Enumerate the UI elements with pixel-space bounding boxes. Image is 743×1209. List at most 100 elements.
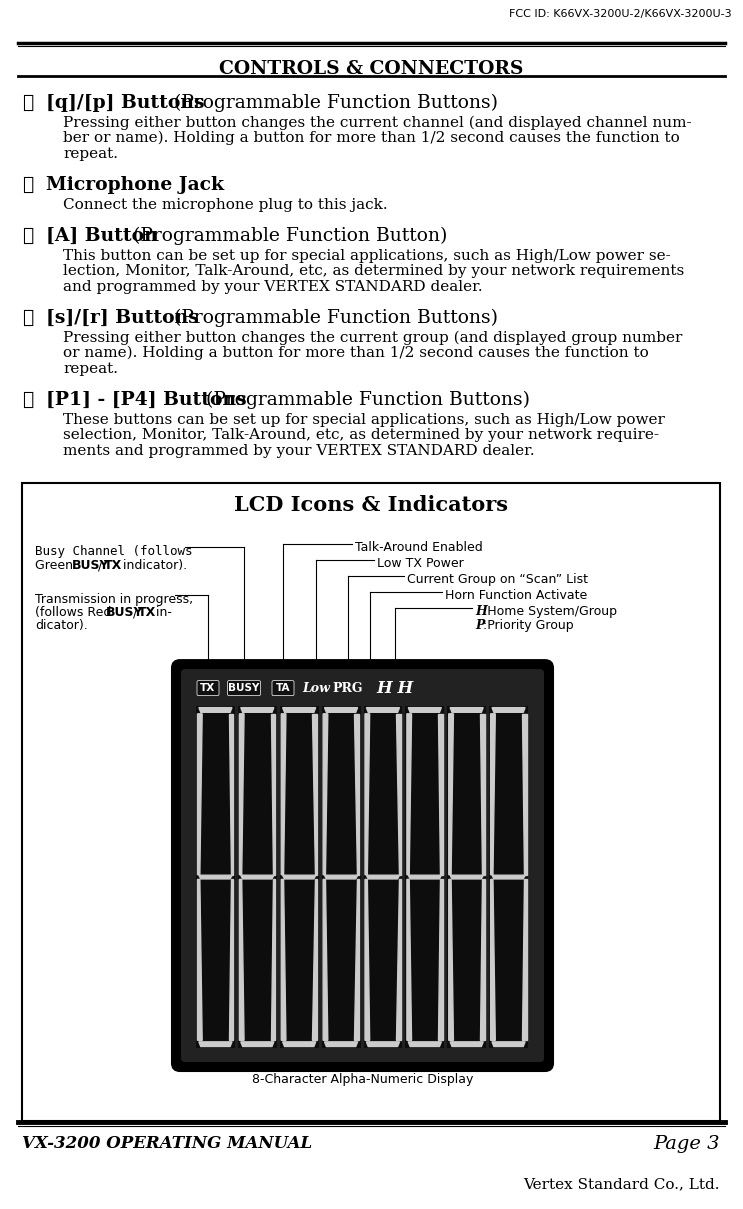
Text: and programmed by your VERTEX STANDARD dealer.: and programmed by your VERTEX STANDARD d… [63, 279, 483, 294]
Polygon shape [450, 1042, 483, 1047]
Text: Current Group on “Scan” List: Current Group on “Scan” List [407, 573, 588, 586]
Text: in-: in- [152, 606, 172, 619]
Text: [P1] - [P4] Buttons: [P1] - [P4] Buttons [46, 391, 247, 409]
Polygon shape [408, 1042, 441, 1047]
Text: LCD Icons & Indicators: LCD Icons & Indicators [234, 496, 508, 515]
Polygon shape [450, 875, 483, 879]
Text: These buttons can be set up for special applications, such as High/Low power: These buttons can be set up for special … [63, 412, 665, 427]
FancyBboxPatch shape [227, 681, 261, 695]
Polygon shape [449, 879, 453, 1040]
Text: Microphone Jack: Microphone Jack [46, 177, 224, 193]
Polygon shape [241, 707, 274, 712]
Text: TX: TX [138, 606, 156, 619]
Polygon shape [480, 713, 484, 875]
Polygon shape [239, 879, 244, 1040]
Polygon shape [396, 879, 401, 1040]
Polygon shape [323, 713, 328, 875]
Text: ⑧: ⑧ [22, 310, 33, 328]
Text: Connect the microphone plug to this jack.: Connect the microphone plug to this jack… [63, 197, 388, 212]
Text: H H: H H [377, 679, 414, 696]
Text: :Home System/Group: :Home System/Group [483, 606, 617, 618]
Polygon shape [438, 713, 443, 875]
Text: indicator).: indicator). [119, 559, 187, 572]
Text: ⑥: ⑥ [22, 177, 33, 193]
Text: /: / [98, 559, 103, 572]
Polygon shape [282, 1042, 316, 1047]
Bar [22, 484, 720, 1121]
Polygon shape [492, 1042, 525, 1047]
Polygon shape [490, 879, 496, 1040]
Text: Page 3: Page 3 [654, 1135, 720, 1153]
Polygon shape [408, 875, 441, 879]
Text: Green: Green [35, 559, 77, 572]
Text: (Programmable Function Buttons): (Programmable Function Buttons) [167, 310, 498, 328]
Polygon shape [354, 713, 359, 875]
Text: TX: TX [104, 559, 123, 572]
Bar [406, 706, 444, 1048]
Polygon shape [282, 875, 316, 879]
Polygon shape [325, 1042, 357, 1047]
Polygon shape [325, 707, 357, 712]
Polygon shape [229, 713, 233, 875]
Text: (follows Red: (follows Red [35, 606, 115, 619]
Text: (Programmable Function Buttons): (Programmable Function Buttons) [200, 391, 530, 410]
Bar [238, 706, 276, 1048]
Bar [447, 706, 486, 1048]
Bar [363, 706, 403, 1048]
Text: BUSY: BUSY [228, 683, 260, 693]
Text: ber or name). Holding a button for more than 1/2 second causes the function to: ber or name). Holding a button for more … [63, 131, 680, 145]
Text: :Priority Group: :Priority Group [483, 619, 574, 632]
Polygon shape [408, 707, 441, 712]
Text: CONTROLS & CONNECTORS: CONTROLS & CONNECTORS [218, 60, 523, 79]
Text: ⑦: ⑦ [22, 227, 33, 245]
Polygon shape [522, 879, 527, 1040]
Polygon shape [198, 879, 202, 1040]
Text: Pressing either button changes the current group (and displayed group number: Pressing either button changes the curre… [63, 330, 682, 345]
Text: selection, Monitor, Talk-Around, etc, as determined by your network require-: selection, Monitor, Talk-Around, etc, as… [63, 428, 659, 442]
Polygon shape [323, 879, 328, 1040]
Text: Pressing either button changes the current channel (and displayed channel num-: Pressing either button changes the curre… [63, 116, 692, 129]
Polygon shape [199, 707, 232, 712]
Text: TA: TA [276, 683, 291, 693]
Text: BUSY: BUSY [106, 606, 143, 619]
Polygon shape [407, 879, 412, 1040]
Polygon shape [313, 879, 317, 1040]
Text: FCC ID: K66VX-3200U-2/K66VX-3200U-3: FCC ID: K66VX-3200U-2/K66VX-3200U-3 [510, 8, 732, 19]
Polygon shape [354, 879, 359, 1040]
Text: ments and programmed by your VERTEX STANDARD dealer.: ments and programmed by your VERTEX STAN… [63, 444, 535, 458]
Text: ⑨: ⑨ [22, 391, 33, 409]
Text: lection, Monitor, Talk-Around, etc, as determined by your network requirements: lection, Monitor, Talk-Around, etc, as d… [63, 264, 684, 278]
Text: P: P [475, 619, 484, 632]
Polygon shape [282, 707, 316, 712]
FancyBboxPatch shape [172, 660, 553, 1071]
Polygon shape [241, 875, 274, 879]
Polygon shape [365, 713, 370, 875]
Text: 8-Character Alpha-Numeric Display: 8-Character Alpha-Numeric Display [252, 1074, 473, 1086]
FancyBboxPatch shape [181, 669, 544, 1062]
Text: BUSY: BUSY [72, 559, 109, 572]
Text: (Programmable Function Buttons): (Programmable Function Buttons) [167, 94, 498, 112]
Polygon shape [492, 707, 525, 712]
Text: repeat.: repeat. [63, 146, 118, 161]
Polygon shape [366, 707, 400, 712]
Polygon shape [522, 713, 527, 875]
Text: Horn Function Activate: Horn Function Activate [445, 589, 587, 602]
Bar [280, 706, 319, 1048]
Bar [322, 706, 360, 1048]
Text: H: H [475, 606, 487, 618]
Text: [s]/[r] Buttons: [s]/[r] Buttons [46, 310, 198, 328]
Polygon shape [365, 879, 370, 1040]
Polygon shape [282, 713, 286, 875]
Polygon shape [199, 875, 232, 879]
Text: Vertex Standard Co., Ltd.: Vertex Standard Co., Ltd. [524, 1178, 720, 1191]
Polygon shape [438, 879, 443, 1040]
Polygon shape [282, 879, 286, 1040]
Polygon shape [407, 713, 412, 875]
Text: Low: Low [302, 682, 330, 695]
Text: PRG: PRG [333, 682, 363, 695]
Polygon shape [325, 875, 357, 879]
Polygon shape [229, 879, 233, 1040]
Polygon shape [313, 713, 317, 875]
Polygon shape [199, 1042, 232, 1047]
FancyBboxPatch shape [197, 681, 219, 695]
